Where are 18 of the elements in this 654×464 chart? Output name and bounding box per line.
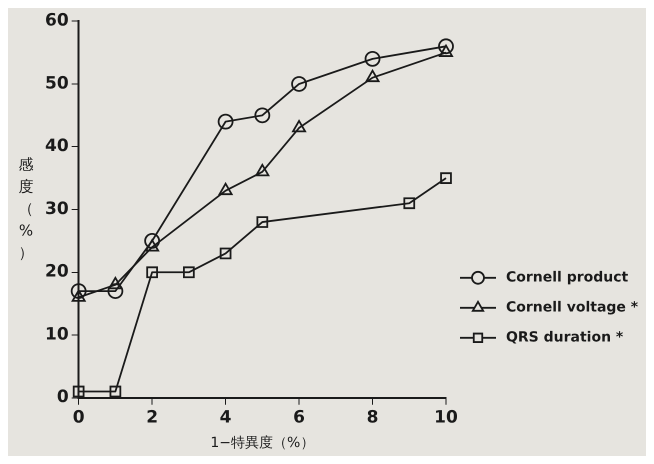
- x-tick-label: 4: [220, 407, 232, 428]
- y-tick-label: 60: [44, 10, 69, 31]
- y-tick-label: 10: [44, 324, 69, 344]
- y-tick-label: 40: [44, 136, 69, 156]
- y-axis-title: 感度（%）: [18, 155, 34, 262]
- y-tick-label: 0: [56, 387, 69, 408]
- x-tick-label: 8: [366, 407, 378, 428]
- x-tick-label: 2: [146, 407, 158, 428]
- y-tick-label: 50: [44, 73, 69, 94]
- legend-label: QRS duration *: [506, 329, 624, 346]
- legend-label: Cornell product: [506, 269, 629, 286]
- y-tick-label: 20: [44, 262, 69, 282]
- x-tick-label: 6: [293, 407, 305, 428]
- y-tick-label: 30: [44, 198, 69, 219]
- x-tick-label: 10: [434, 407, 458, 428]
- x-tick-label: 0: [72, 407, 85, 428]
- legend-label: Cornell voltage *: [506, 299, 639, 316]
- x-axis-title: 1−特異度（%）: [210, 435, 314, 452]
